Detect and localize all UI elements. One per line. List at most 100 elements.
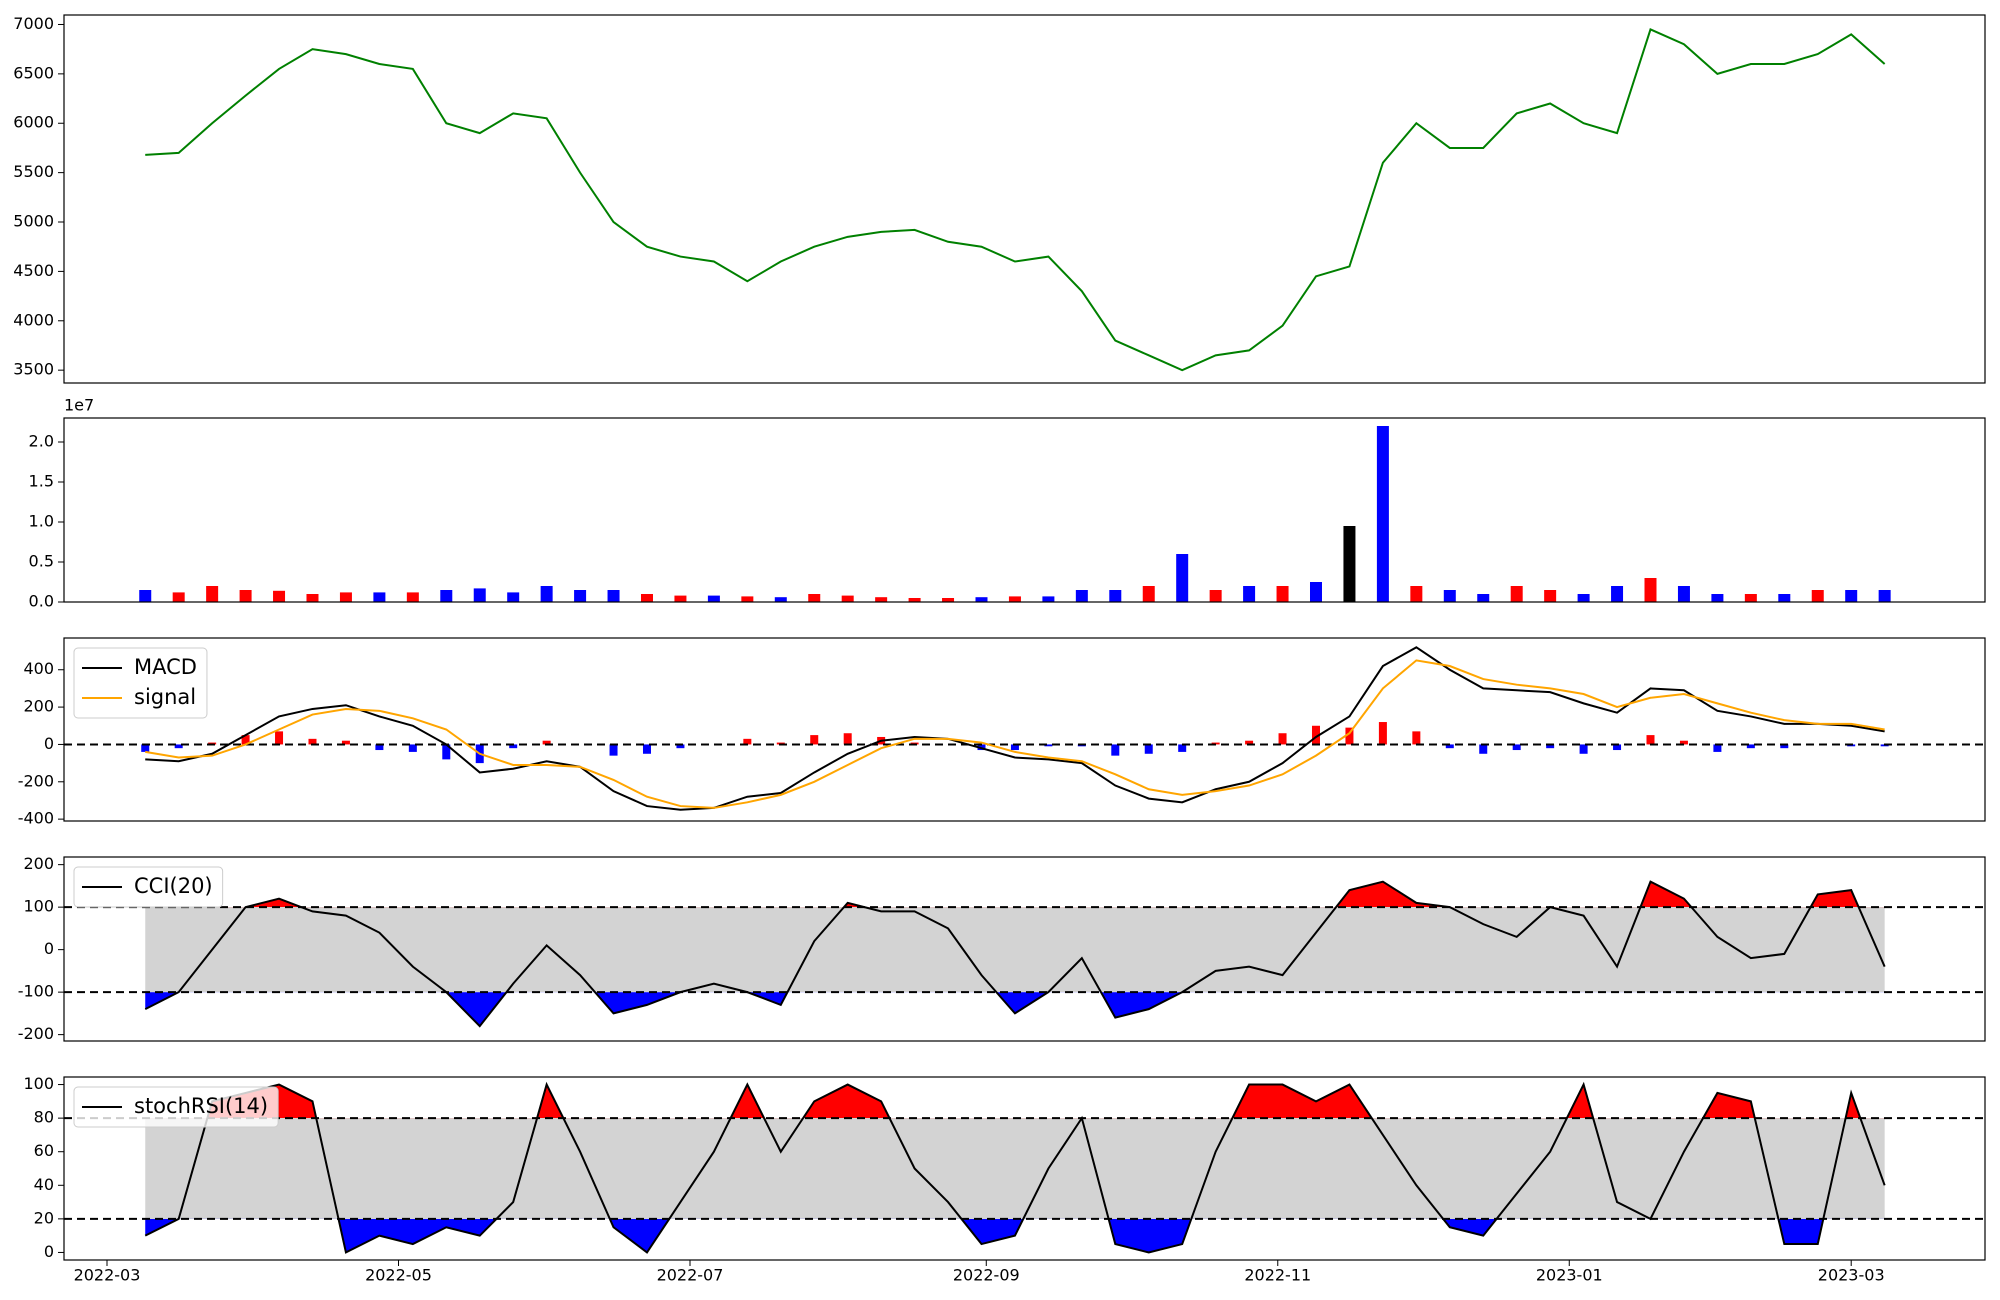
bar [540, 586, 553, 602]
bar [1644, 578, 1657, 602]
plot-frame [63, 417, 1986, 603]
bar [172, 592, 185, 602]
bar [975, 597, 988, 602]
bar [507, 592, 520, 602]
histogram-bar [1713, 744, 1722, 752]
plot-frame [63, 1076, 1986, 1261]
y-tick-label: 100 [23, 1074, 54, 1093]
line [145, 646, 1885, 811]
band [145, 907, 1885, 993]
bar [908, 598, 921, 602]
panel: 3500 4000 4500 5000 5500 6000 6500 7000 [13, 14, 1986, 384]
bar [306, 594, 319, 602]
histogram-bar [1445, 744, 1454, 749]
y-tick-label: 6500 [13, 63, 54, 82]
histogram-bar [642, 744, 651, 754]
y-tick-label: 100 [23, 897, 54, 916]
bar [1309, 582, 1322, 602]
y-tick-label: 20 [34, 1208, 54, 1227]
y-tick-label: 4000 [13, 310, 54, 329]
y-tick-label: 0 [44, 1242, 54, 1261]
histogram-bar [375, 744, 384, 751]
x-tick-label: 2022-11 [1244, 1266, 1311, 1285]
bar [1544, 590, 1557, 602]
y-tick-label: 4500 [13, 261, 54, 280]
bar [942, 598, 955, 602]
bar [841, 595, 854, 602]
bar [1176, 554, 1189, 602]
bar [339, 592, 352, 602]
y-tick-label: 6000 [13, 113, 54, 132]
bar [1744, 594, 1757, 602]
y-tick-label: 80 [34, 1108, 54, 1127]
histogram-bar [609, 744, 618, 756]
bar [473, 588, 486, 602]
y-tick-label: 200 [23, 697, 54, 716]
bar [1711, 594, 1724, 602]
band [145, 1118, 1885, 1219]
histogram-bar [1144, 744, 1153, 754]
histogram-bar [1579, 744, 1588, 754]
y-tick-label: 3500 [13, 360, 54, 379]
panel: 0.0 0.5 1.0 1.5 2.0 1e7 [29, 396, 1986, 611]
y-tick-label: 0 [44, 939, 54, 958]
legend: MACD signal [73, 647, 208, 719]
histogram-bar [1111, 744, 1120, 756]
bar [808, 594, 821, 602]
histogram-bar [1412, 731, 1421, 745]
histogram-bar [509, 744, 518, 749]
histogram-bar [1178, 744, 1187, 752]
bar [273, 590, 286, 602]
y-tick-label: 60 [34, 1141, 54, 1160]
histogram-bar [743, 738, 752, 745]
bar [1677, 586, 1690, 602]
y-tick-label: -100 [18, 982, 54, 1001]
legend: CCI(20) [73, 866, 224, 908]
histogram-bar [1512, 744, 1521, 751]
bar [1878, 590, 1891, 602]
histogram-bar [843, 733, 852, 745]
bar [741, 596, 754, 602]
bar [206, 586, 219, 602]
bar [1042, 596, 1055, 602]
histogram-bar [1010, 744, 1019, 751]
plot-frame [63, 856, 1986, 1042]
y-tick-label: -200 [18, 1024, 54, 1043]
bar [1109, 590, 1122, 602]
panel: -200 -100 0 100 200 CCI(20) [18, 854, 1986, 1043]
bar [1410, 586, 1423, 602]
histogram-bar [1546, 744, 1555, 749]
legend-label: stochRSI(14) [134, 1094, 268, 1118]
histogram-bar [241, 735, 250, 745]
panel: 0 20 40 60 80 100 2022-03 2022-05 2022-07 2022-09… [23, 1074, 1986, 1285]
bar [774, 597, 787, 602]
histogram-bar [408, 744, 417, 752]
bar [1276, 586, 1289, 602]
y-tick-label: 1.0 [29, 512, 54, 531]
histogram-bar [1245, 740, 1254, 745]
histogram-bar [1044, 744, 1053, 747]
legend-label: MACD [134, 655, 197, 679]
bar [607, 590, 620, 602]
bar [674, 595, 687, 602]
panel: -400 -200 0 200 400 MACD signal [18, 637, 1986, 828]
bar [1209, 590, 1222, 602]
x-tick-label: 2022-09 [953, 1266, 1020, 1285]
plot-area [145, 28, 1886, 372]
legend: stochRSI(14) [73, 1086, 279, 1128]
bar [1343, 526, 1356, 602]
legend-box [73, 866, 224, 908]
bar [139, 590, 152, 602]
y-tick-label: -200 [18, 771, 54, 790]
histogram-bar [308, 738, 317, 745]
plot-area [64, 1081, 1985, 1254]
bar [1443, 590, 1456, 602]
histogram-bar [676, 744, 685, 749]
line [144, 1081, 1886, 1254]
bar [574, 590, 587, 602]
y-tick-label: 0.0 [29, 592, 54, 611]
x-tick-label: 2023-03 [1818, 1266, 1885, 1285]
bar [707, 595, 720, 602]
histogram-bar [810, 735, 819, 745]
